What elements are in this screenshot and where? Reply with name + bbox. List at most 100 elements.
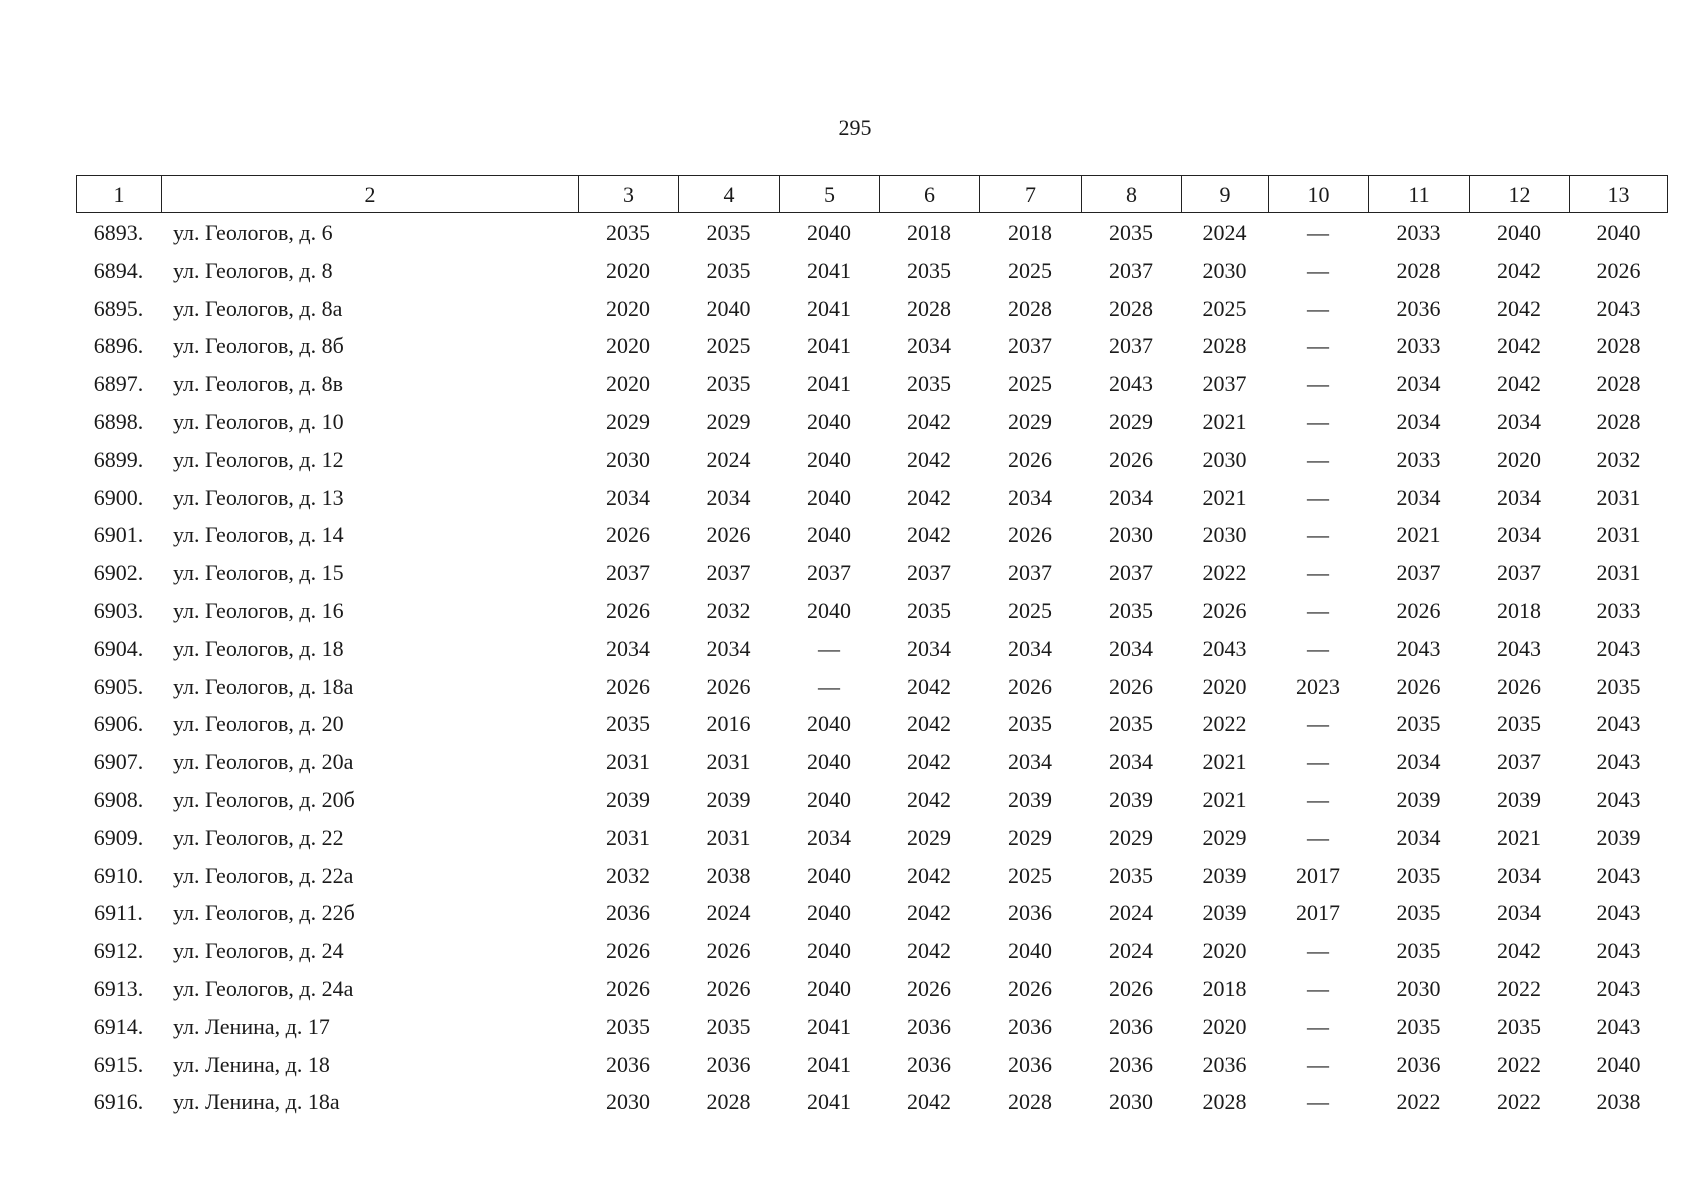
year-cell: 2026 [706, 938, 751, 964]
year-cell: 2018 [1202, 976, 1247, 1001]
year-cell: 2039 [1596, 824, 1641, 850]
year-cell: 2043 [1596, 711, 1641, 737]
year-cell: 2037 [1497, 560, 1541, 586]
year-cell: 2040 [807, 900, 851, 926]
address: ул. Геологов, д. 6 [173, 220, 333, 245]
year-cell: 2028 [1008, 295, 1052, 321]
year-cell: 2024 [706, 446, 751, 472]
year-cell: 2036 [1109, 1051, 1153, 1077]
year-cell: 2022 [1497, 1051, 1541, 1077]
year-cell: 2035 [1109, 598, 1153, 623]
year-cell: 2017 [1296, 862, 1340, 888]
year-cell: 2032 [706, 598, 751, 623]
address: ул. Геологов, д. 22 [173, 824, 344, 850]
year-cell: 2034 [606, 484, 650, 510]
year-cell: 2034 [706, 635, 751, 661]
year-cell: 2039 [1497, 787, 1541, 812]
year-cell: 2035 [706, 371, 751, 397]
year-cell: 2036 [706, 1051, 751, 1077]
year-cell: 2026 [1008, 976, 1052, 1001]
year-cell: 2029 [1109, 824, 1153, 850]
year-cell: 2020 [1202, 938, 1247, 964]
year-cell: — [1307, 409, 1329, 434]
year-cell: 2037 [606, 560, 650, 586]
year-cell: — [1307, 635, 1329, 661]
year-cell: 2030 [1109, 1089, 1153, 1115]
address: ул. Геологов, д. 13 [173, 484, 344, 510]
address: ул. Геологов, д. 8 [173, 257, 333, 283]
year-cell: 2034 [606, 635, 650, 661]
year-cell: 2042 [907, 673, 951, 699]
address: ул. Геологов, д. 20 [173, 711, 344, 737]
year-cell: 2043 [1109, 371, 1153, 397]
year-cell: 2042 [907, 1089, 951, 1115]
header-cell: 7 [979, 175, 1081, 213]
year-cell: 2022 [1202, 560, 1247, 586]
header-cell: 4 [678, 175, 779, 213]
year-cell: 2021 [1202, 749, 1247, 775]
year-cell: 2026 [1008, 522, 1052, 548]
year-cell: 2040 [1596, 220, 1641, 245]
year-cell: 2036 [1109, 1013, 1153, 1039]
year-cell: 2042 [907, 938, 951, 964]
year-cell: 2029 [1109, 409, 1153, 434]
year-cell: 2030 [1202, 446, 1247, 472]
year-cell: 2034 [1396, 824, 1441, 850]
year-cell: 2033 [1396, 220, 1441, 245]
year-cell: 2037 [1109, 560, 1153, 586]
year-cell: 2037 [1008, 333, 1052, 359]
year-cell: 2025 [1008, 598, 1052, 623]
address: ул. Геологов, д. 12 [173, 446, 344, 472]
year-cell: 2025 [1202, 295, 1247, 321]
year-cell: 2040 [807, 787, 851, 812]
year-cell: 2016 [706, 711, 751, 737]
year-cell: 2039 [1396, 787, 1441, 812]
address: ул. Геологов, д. 20б [173, 787, 355, 812]
year-cell: 2042 [907, 522, 951, 548]
year-cell: 2026 [1596, 257, 1641, 283]
year-cell: — [1307, 938, 1329, 964]
year-cell: — [1307, 446, 1329, 472]
year-cell: 2021 [1497, 824, 1541, 850]
year-cell: 2034 [1396, 409, 1441, 434]
year-cell: 2040 [807, 862, 851, 888]
year-cell: 2035 [606, 711, 650, 737]
year-cell: 2031 [706, 749, 751, 775]
address: ул. Ленина, д. 17 [173, 1013, 330, 1039]
year-cell: 2039 [706, 787, 751, 812]
year-cell: 2028 [907, 295, 951, 321]
year-cell: 2042 [907, 711, 951, 737]
row-number: 6915. [93, 1051, 144, 1077]
row-number: 6900. [93, 484, 144, 510]
year-cell: 2035 [1396, 938, 1441, 964]
year-cell: 2018 [907, 220, 951, 245]
year-cell: 2037 [907, 560, 951, 586]
year-cell: 2035 [1109, 220, 1153, 245]
year-cell: 2040 [1497, 220, 1541, 245]
year-cell: 2041 [807, 1089, 851, 1115]
year-cell: 2018 [1497, 598, 1541, 623]
row-number: 6905. [93, 673, 144, 699]
header-cell: 3 [578, 175, 678, 213]
year-cell: 2026 [606, 976, 650, 1001]
address: ул. Геологов, д. 15 [173, 560, 344, 586]
year-cell: 2038 [706, 862, 751, 888]
year-cell: 2026 [907, 976, 951, 1001]
year-cell: 2035 [706, 257, 751, 283]
year-cell: 2028 [1202, 1089, 1247, 1115]
year-cell: — [1307, 1013, 1329, 1039]
row-number: 6909. [93, 824, 144, 850]
header-cell: 1 [76, 175, 161, 213]
year-cell: 2040 [807, 976, 851, 1001]
year-cell: 2026 [606, 598, 650, 623]
year-cell: 2043 [1596, 295, 1641, 321]
year-cell: — [1307, 711, 1329, 737]
year-cell: 2037 [1109, 333, 1153, 359]
address: ул. Геологов, д. 8в [173, 371, 343, 397]
year-cell: 2028 [1202, 333, 1247, 359]
year-cell: 2043 [1596, 1013, 1641, 1039]
year-cell: 2024 [706, 900, 751, 926]
year-cell: 2035 [606, 1013, 650, 1039]
year-cell: 2022 [1497, 1089, 1541, 1115]
year-cell: 2041 [807, 257, 851, 283]
